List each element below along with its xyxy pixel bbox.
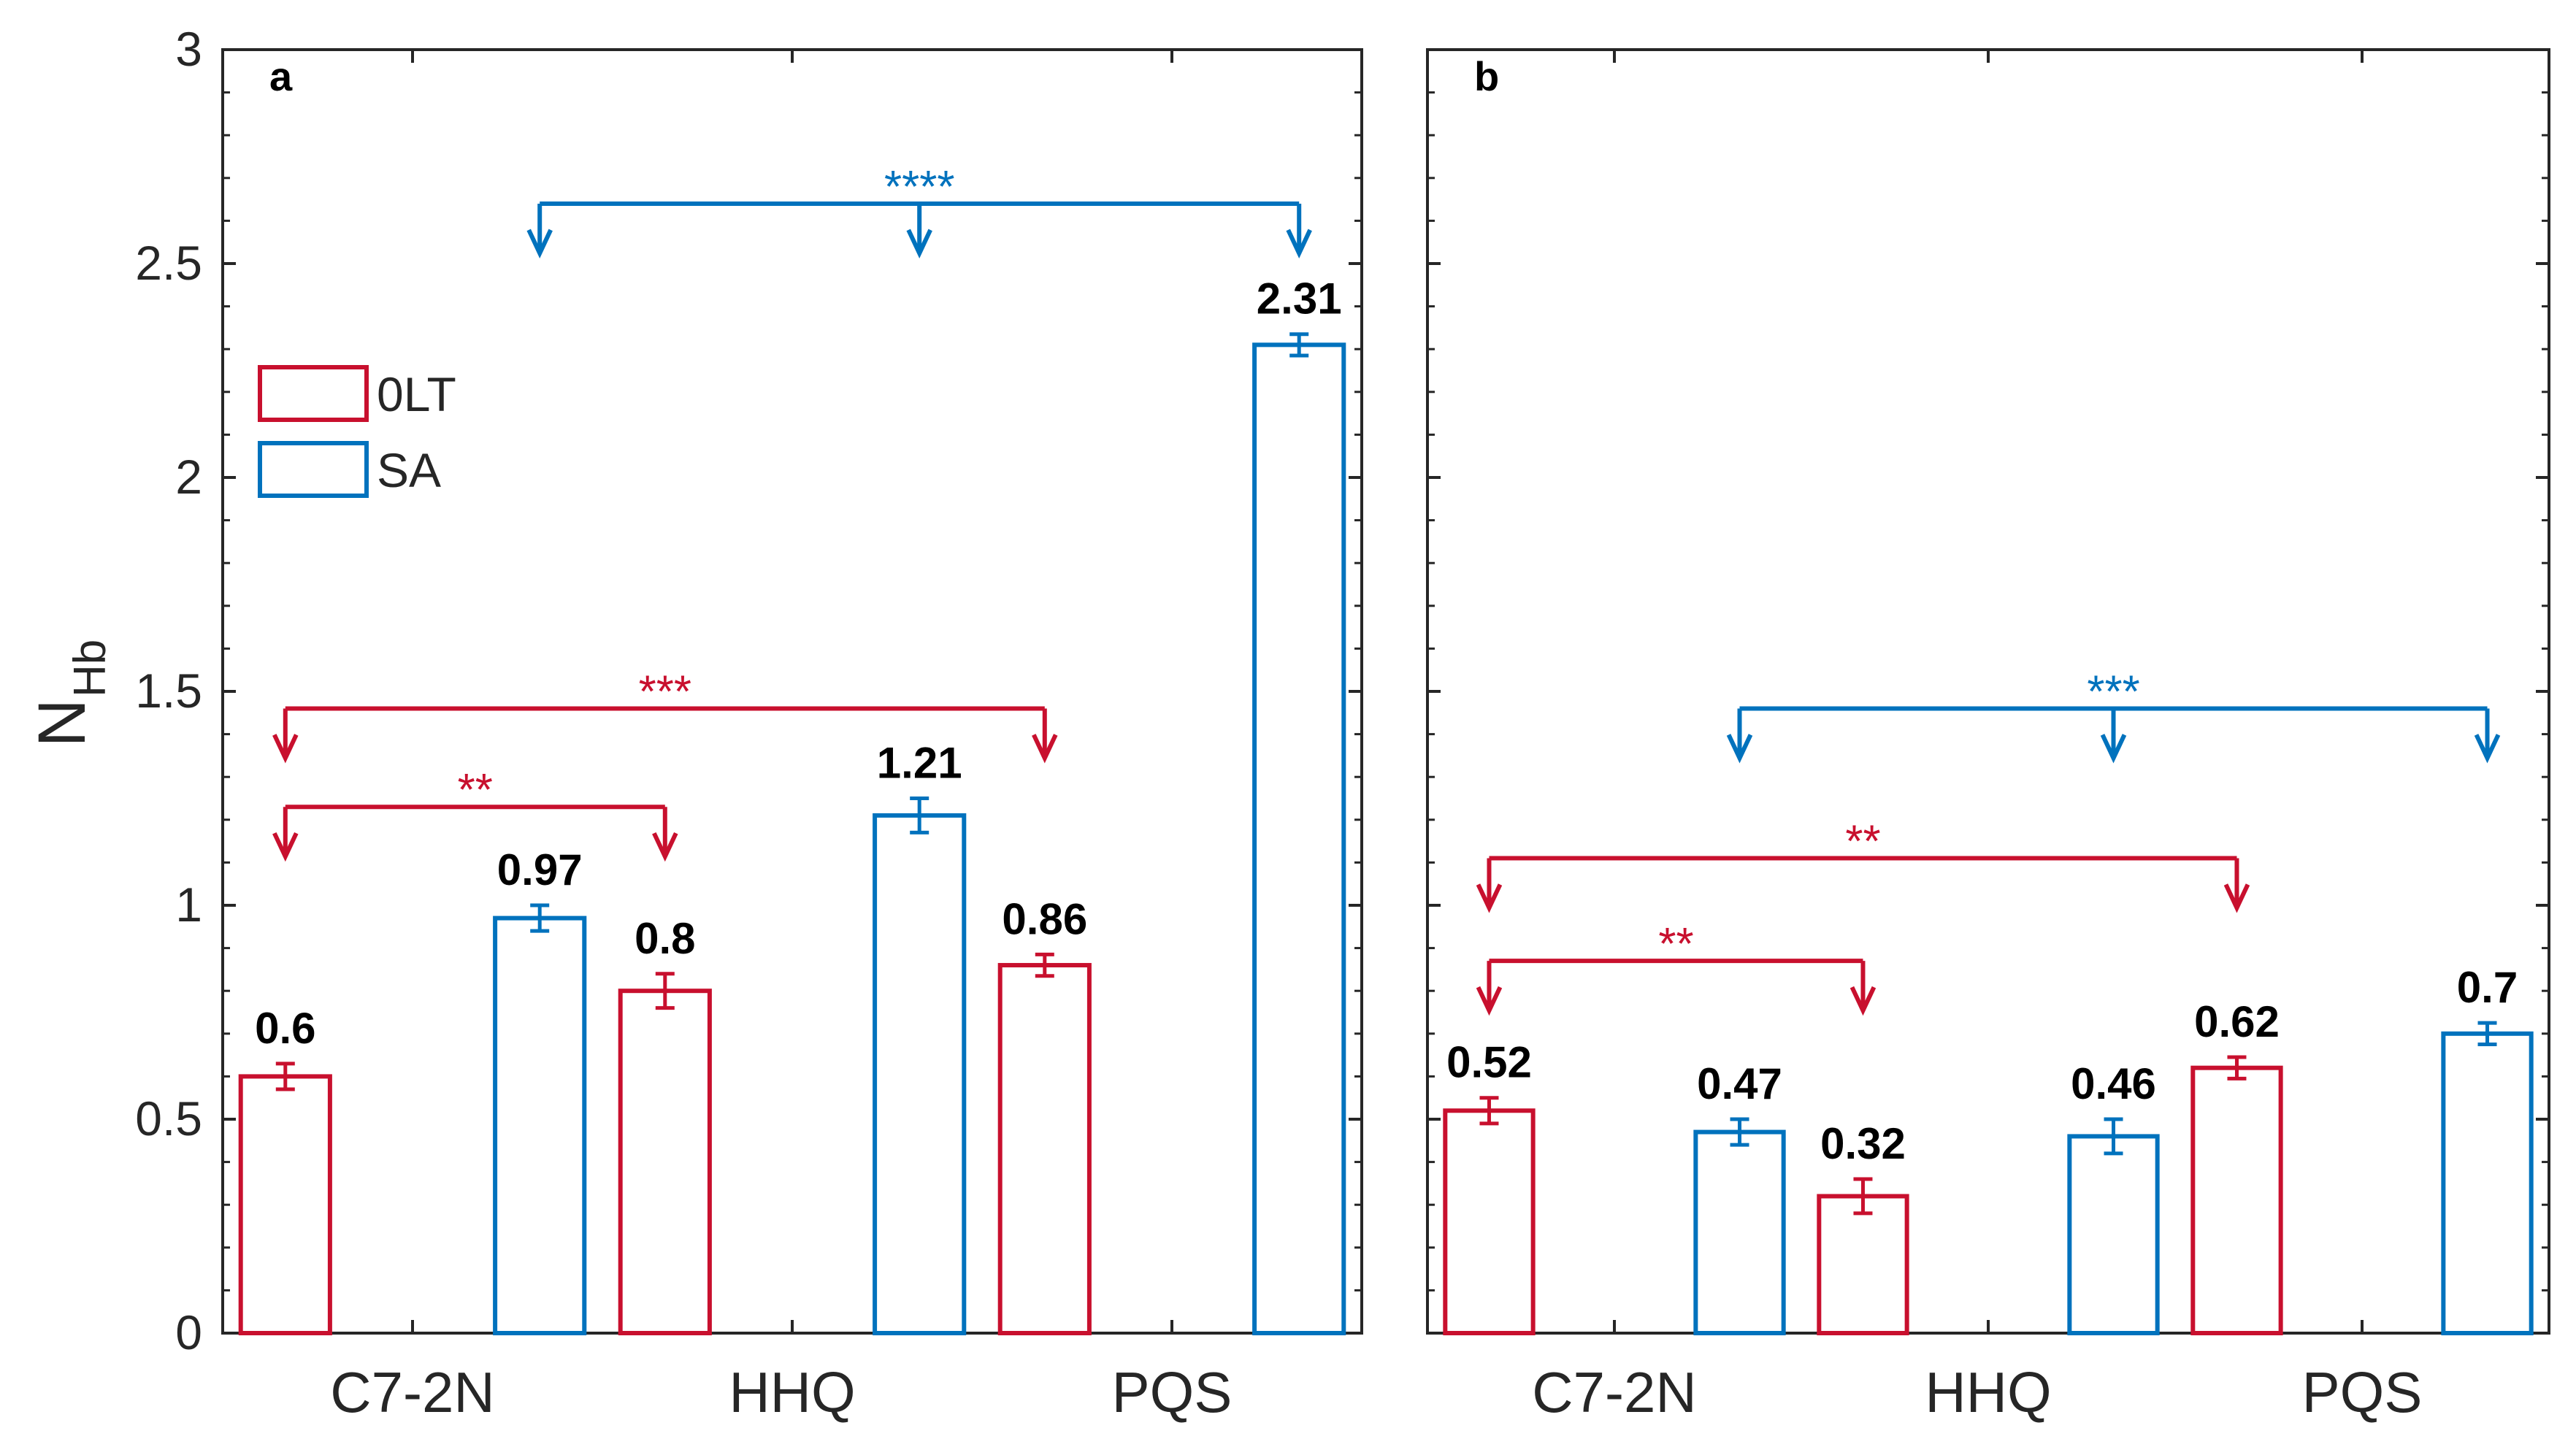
bar-0LT-HHQ: [1817, 1194, 1909, 1335]
data-label: 0.52: [1446, 1038, 1532, 1087]
y-tick-label: 2: [175, 450, 202, 504]
arrow-head: [526, 229, 553, 259]
x-tick-label: C7-2N: [1532, 1360, 1696, 1424]
text-layer: 0 0.5 1 1.5 2 2.5 3 C7-2N HHQ PQS a 0.6 0.8 0.86 0.97 1…: [25, 22, 2518, 1424]
arrow-head: [1726, 734, 1753, 764]
data-label: 0.32: [1820, 1119, 1906, 1168]
arrow-head: [652, 832, 678, 862]
x-tick-label: HHQ: [1925, 1360, 2051, 1424]
legend-swatch-SA: [258, 441, 369, 498]
data-label: 0.8: [635, 914, 695, 963]
arrow-head: [272, 832, 299, 862]
bar-SA-C7-2N: [493, 916, 587, 1335]
data-label: 1.21: [877, 739, 962, 788]
axes-frame-a: [221, 48, 1363, 1335]
arrow-head: [2474, 734, 2501, 764]
data-label: 0.6: [255, 1004, 315, 1053]
significance-label: ****: [884, 162, 955, 212]
bar-SA-HHQ: [2067, 1134, 2160, 1335]
bar-SA-HHQ: [873, 813, 967, 1335]
x-tick-label: C7-2N: [330, 1360, 494, 1424]
data-label: 0.46: [2071, 1059, 2156, 1108]
significance-label: ***: [639, 667, 691, 717]
data-label: 0.86: [1002, 894, 1087, 943]
y-axis-label: NHb: [25, 640, 115, 748]
y-tick-label: 1.5: [135, 664, 202, 718]
y-tick-label: 2.5: [135, 236, 202, 290]
y-tick-label: 3: [175, 22, 202, 76]
bar-0LT-PQS: [2190, 1065, 2283, 1336]
bar-0LT-C7-2N: [1443, 1108, 1536, 1336]
bar-SA-PQS: [1252, 342, 1346, 1336]
arrow-head: [1849, 986, 1877, 1016]
bar-0LT-PQS: [997, 963, 1092, 1336]
data-label: 0.62: [2194, 997, 2280, 1046]
bars-layer: [238, 332, 2534, 1336]
significance-label: ***: [2087, 667, 2139, 717]
significance-label: **: [1845, 817, 1880, 867]
arrow-head: [906, 229, 932, 259]
data-label: 0.97: [497, 845, 583, 894]
significance-label: **: [1658, 919, 1693, 970]
y-axis-label-sub: Hb: [65, 640, 115, 697]
arrow-head: [1476, 883, 1503, 913]
y-tick-label: 0: [175, 1305, 202, 1359]
panel-label-b: b: [1474, 53, 1499, 99]
data-label: 2.31: [1257, 275, 1342, 323]
x-tick-label: PQS: [2302, 1360, 2423, 1424]
data-label: 0.47: [1697, 1059, 1782, 1108]
x-tick-label: PQS: [1112, 1360, 1233, 1424]
bar-0LT-HHQ: [618, 989, 712, 1335]
y-tick-label: 0.5: [135, 1091, 202, 1145]
arrow-head: [2223, 883, 2250, 913]
arrow-head: [1032, 734, 1058, 764]
legend-swatch-0LT: [258, 365, 369, 422]
arrow-head: [1286, 229, 1312, 259]
significance-layer: [272, 201, 2501, 1016]
y-tick-label: 1: [175, 878, 202, 932]
axes-layer: [221, 48, 2550, 1335]
y-axis-label-main: N: [25, 699, 99, 747]
legend-label: SA: [377, 443, 441, 497]
arrow-head: [2100, 734, 2127, 764]
bar-SA-C7-2N: [1693, 1129, 1786, 1335]
panel-label-a: a: [269, 53, 293, 99]
significance-label: **: [458, 765, 493, 815]
data-label: 0.7: [2457, 963, 2518, 1012]
bar-SA-PQS: [2441, 1031, 2534, 1336]
arrow-head: [272, 734, 299, 764]
bar-0LT-C7-2N: [238, 1074, 332, 1336]
arrow-head: [1476, 986, 1503, 1016]
axes-frame-b: [1426, 48, 2550, 1335]
legend-label: 0LT: [377, 367, 456, 421]
x-tick-label: HHQ: [729, 1360, 855, 1424]
